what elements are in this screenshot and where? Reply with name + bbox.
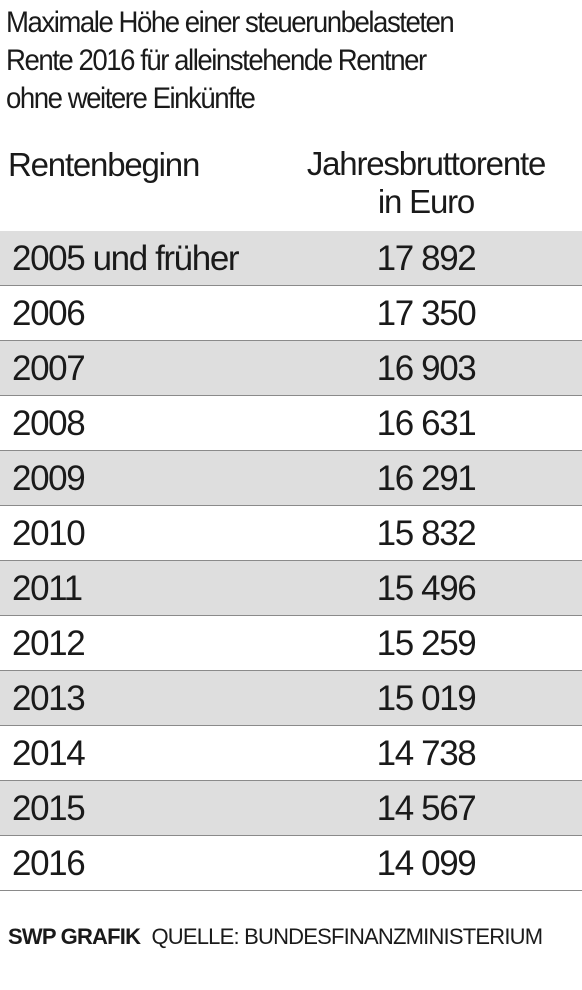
row-label-rentenbeginn: 2006 [12,294,86,333]
row-label-rentenbeginn: 2009 [12,459,86,498]
table-row: 2005 und früher 17 892 [0,231,582,286]
table-row: 2015 14 567 [0,781,582,836]
table-row: 2016 14 099 [0,836,582,891]
row-value-jahresbruttorente: 15 259 [376,624,477,663]
column-header-rentenbeginn: Rentenbeginn [8,146,200,183]
table-row: 2007 16 903 [0,341,582,396]
table-row: 2006 17 350 [0,286,582,341]
footer-source: QUELLE: BUNDESFINANZMINISTERIUM [151,924,543,949]
title-line-2: Rente 2016 für alleinstehende Rentner [6,44,427,77]
row-label-rentenbeginn: 2014 [12,734,86,773]
row-value-jahresbruttorente: 16 903 [376,349,477,388]
table-row: 2014 14 738 [0,726,582,781]
footer: SWP GRAFIK QUELLE: BUNDESFINANZMINISTERI… [8,924,543,950]
row-label-rentenbeginn: 2005 und früher [12,239,240,278]
row-value-jahresbruttorente: 15 496 [376,569,477,608]
table-row: 2008 16 631 [0,396,582,451]
row-label-rentenbeginn: 2016 [12,844,86,883]
row-label-rentenbeginn: 2015 [12,789,86,828]
row-label-rentenbeginn: 2008 [12,404,86,443]
row-label-rentenbeginn: 2011 [12,569,83,608]
row-label-rentenbeginn: 2010 [12,514,86,553]
chart-title: Maximale Höhe einer steuerunbelasteten R… [6,4,534,118]
column-header-line-1: Jahresbruttorente [306,145,546,182]
column-header-jahresbruttorente: Jahresbruttorente in Euro [296,145,556,221]
row-value-jahresbruttorente: 14 567 [376,789,477,828]
table-row: 2013 15 019 [0,671,582,726]
row-value-jahresbruttorente: 15 019 [376,679,477,718]
table-header: Rentenbeginn Jahresbruttorente in Euro [0,145,582,230]
row-value-jahresbruttorente: 16 291 [376,459,477,498]
row-value-jahresbruttorente: 17 350 [376,294,477,333]
row-label-rentenbeginn: 2012 [12,624,86,663]
row-label-rentenbeginn: 2013 [12,679,86,718]
table-body: 2005 und früher 17 892 2006 17 350 2007 16 90… [0,231,582,891]
row-value-jahresbruttorente: 14 099 [376,844,477,883]
row-value-jahresbruttorente: 14 738 [376,734,477,773]
row-value-jahresbruttorente: 17 892 [376,239,477,278]
row-value-jahresbruttorente: 16 631 [376,404,477,443]
table-row: 2010 15 832 [0,506,582,561]
column-header-line-2: in Euro [377,183,475,220]
table-row: 2011 15 496 [0,561,582,616]
footer-brand: SWP GRAFIK [8,924,141,949]
title-line-1: Maximale Höhe einer steuerunbelasteten [6,6,455,39]
table-row: 2012 15 259 [0,616,582,671]
title-line-3: ohne weitere Einkünfte [6,82,256,115]
row-label-rentenbeginn: 2007 [12,349,86,388]
row-value-jahresbruttorente: 15 832 [376,514,477,553]
table-row: 2009 16 291 [0,451,582,506]
